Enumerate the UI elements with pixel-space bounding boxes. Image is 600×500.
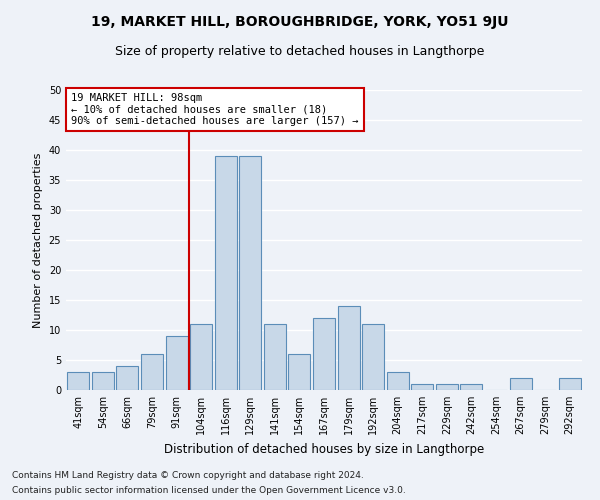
Bar (313, 318, 335, 390)
X-axis label: Distribution of detached houses by size in Langthorpe: Distribution of detached houses by size … (164, 442, 484, 456)
Text: 19, MARKET HILL, BOROUGHBRIDGE, YORK, YO51 9JU: 19, MARKET HILL, BOROUGHBRIDGE, YORK, YO… (91, 15, 509, 29)
Text: Size of property relative to detached houses in Langthorpe: Size of property relative to detached ho… (115, 45, 485, 58)
Bar (362, 324, 384, 390)
Bar (166, 336, 188, 390)
Text: Contains HM Land Registry data © Crown copyright and database right 2024.: Contains HM Land Registry data © Crown c… (12, 471, 364, 480)
Bar (460, 384, 482, 390)
Bar (92, 372, 114, 390)
Bar (338, 306, 359, 390)
Text: Contains public sector information licensed under the Open Government Licence v3: Contains public sector information licen… (12, 486, 406, 495)
Bar (116, 366, 139, 390)
Bar (289, 354, 310, 390)
Bar (215, 156, 237, 390)
Bar (67, 372, 89, 390)
Bar (436, 384, 458, 390)
Bar (190, 324, 212, 390)
Bar (239, 156, 262, 390)
Bar (411, 384, 433, 390)
Bar (264, 324, 286, 390)
Text: 19 MARKET HILL: 98sqm
← 10% of detached houses are smaller (18)
90% of semi-deta: 19 MARKET HILL: 98sqm ← 10% of detached … (71, 93, 359, 126)
Bar (141, 354, 163, 390)
Bar (386, 372, 409, 390)
Bar (509, 378, 532, 390)
Bar (559, 378, 581, 390)
Y-axis label: Number of detached properties: Number of detached properties (33, 152, 43, 328)
